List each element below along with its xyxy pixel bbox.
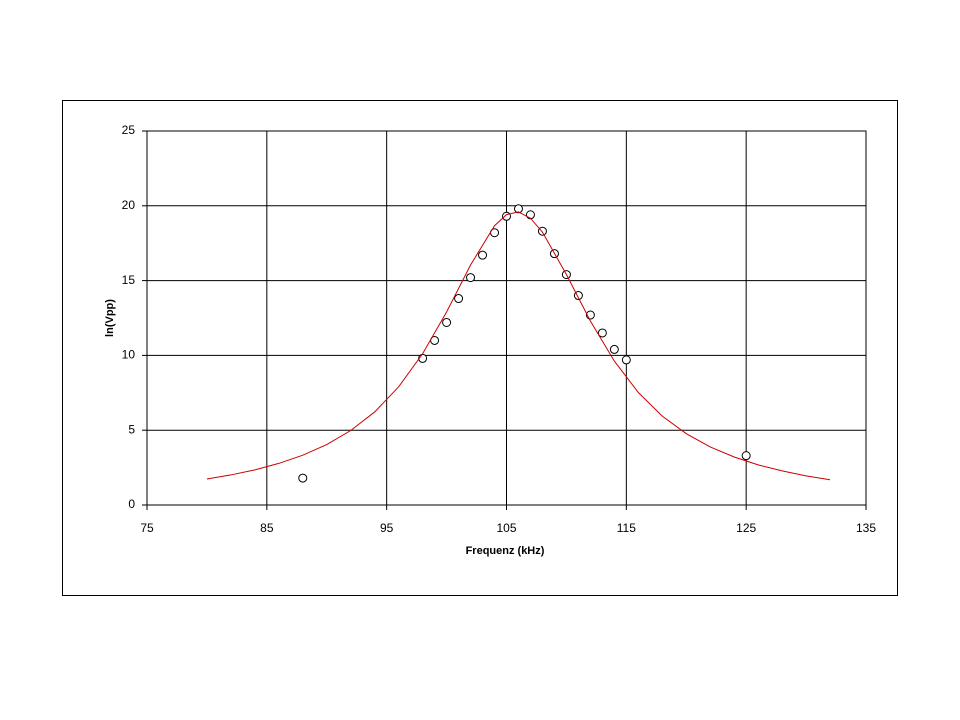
data-point (525, 210, 535, 220)
y-tick-label: 5 (128, 422, 135, 436)
y-tick-label: 20 (122, 198, 136, 212)
data-point (298, 473, 308, 483)
data-point (466, 273, 476, 283)
y-tick-label: 25 (122, 123, 136, 137)
data-point (741, 451, 751, 461)
x-tick-label: 75 (140, 521, 154, 535)
data-point (609, 344, 619, 354)
y-tick-label: 10 (122, 348, 136, 362)
data-point (442, 317, 452, 327)
data-point (513, 204, 523, 214)
data-point (478, 250, 488, 260)
x-tick-label: 95 (380, 521, 394, 535)
x-tick-label: 105 (496, 521, 516, 535)
data-point (621, 355, 631, 365)
x-axis-label: Frequenz (kHz) (466, 545, 545, 557)
data-point (454, 294, 464, 304)
x-tick-label: 115 (617, 521, 636, 535)
fit-line (206, 211, 831, 481)
data-point (597, 328, 607, 338)
y-tick-label: 15 (122, 273, 136, 287)
data-point (502, 211, 511, 221)
x-tick-label: 85 (260, 521, 274, 535)
x-tick-label: 135 (856, 521, 876, 535)
y-tick-label: 0 (128, 497, 135, 511)
x-tick-label: 125 (736, 521, 756, 535)
y-axis-label: ln(Vpp) (104, 299, 116, 337)
